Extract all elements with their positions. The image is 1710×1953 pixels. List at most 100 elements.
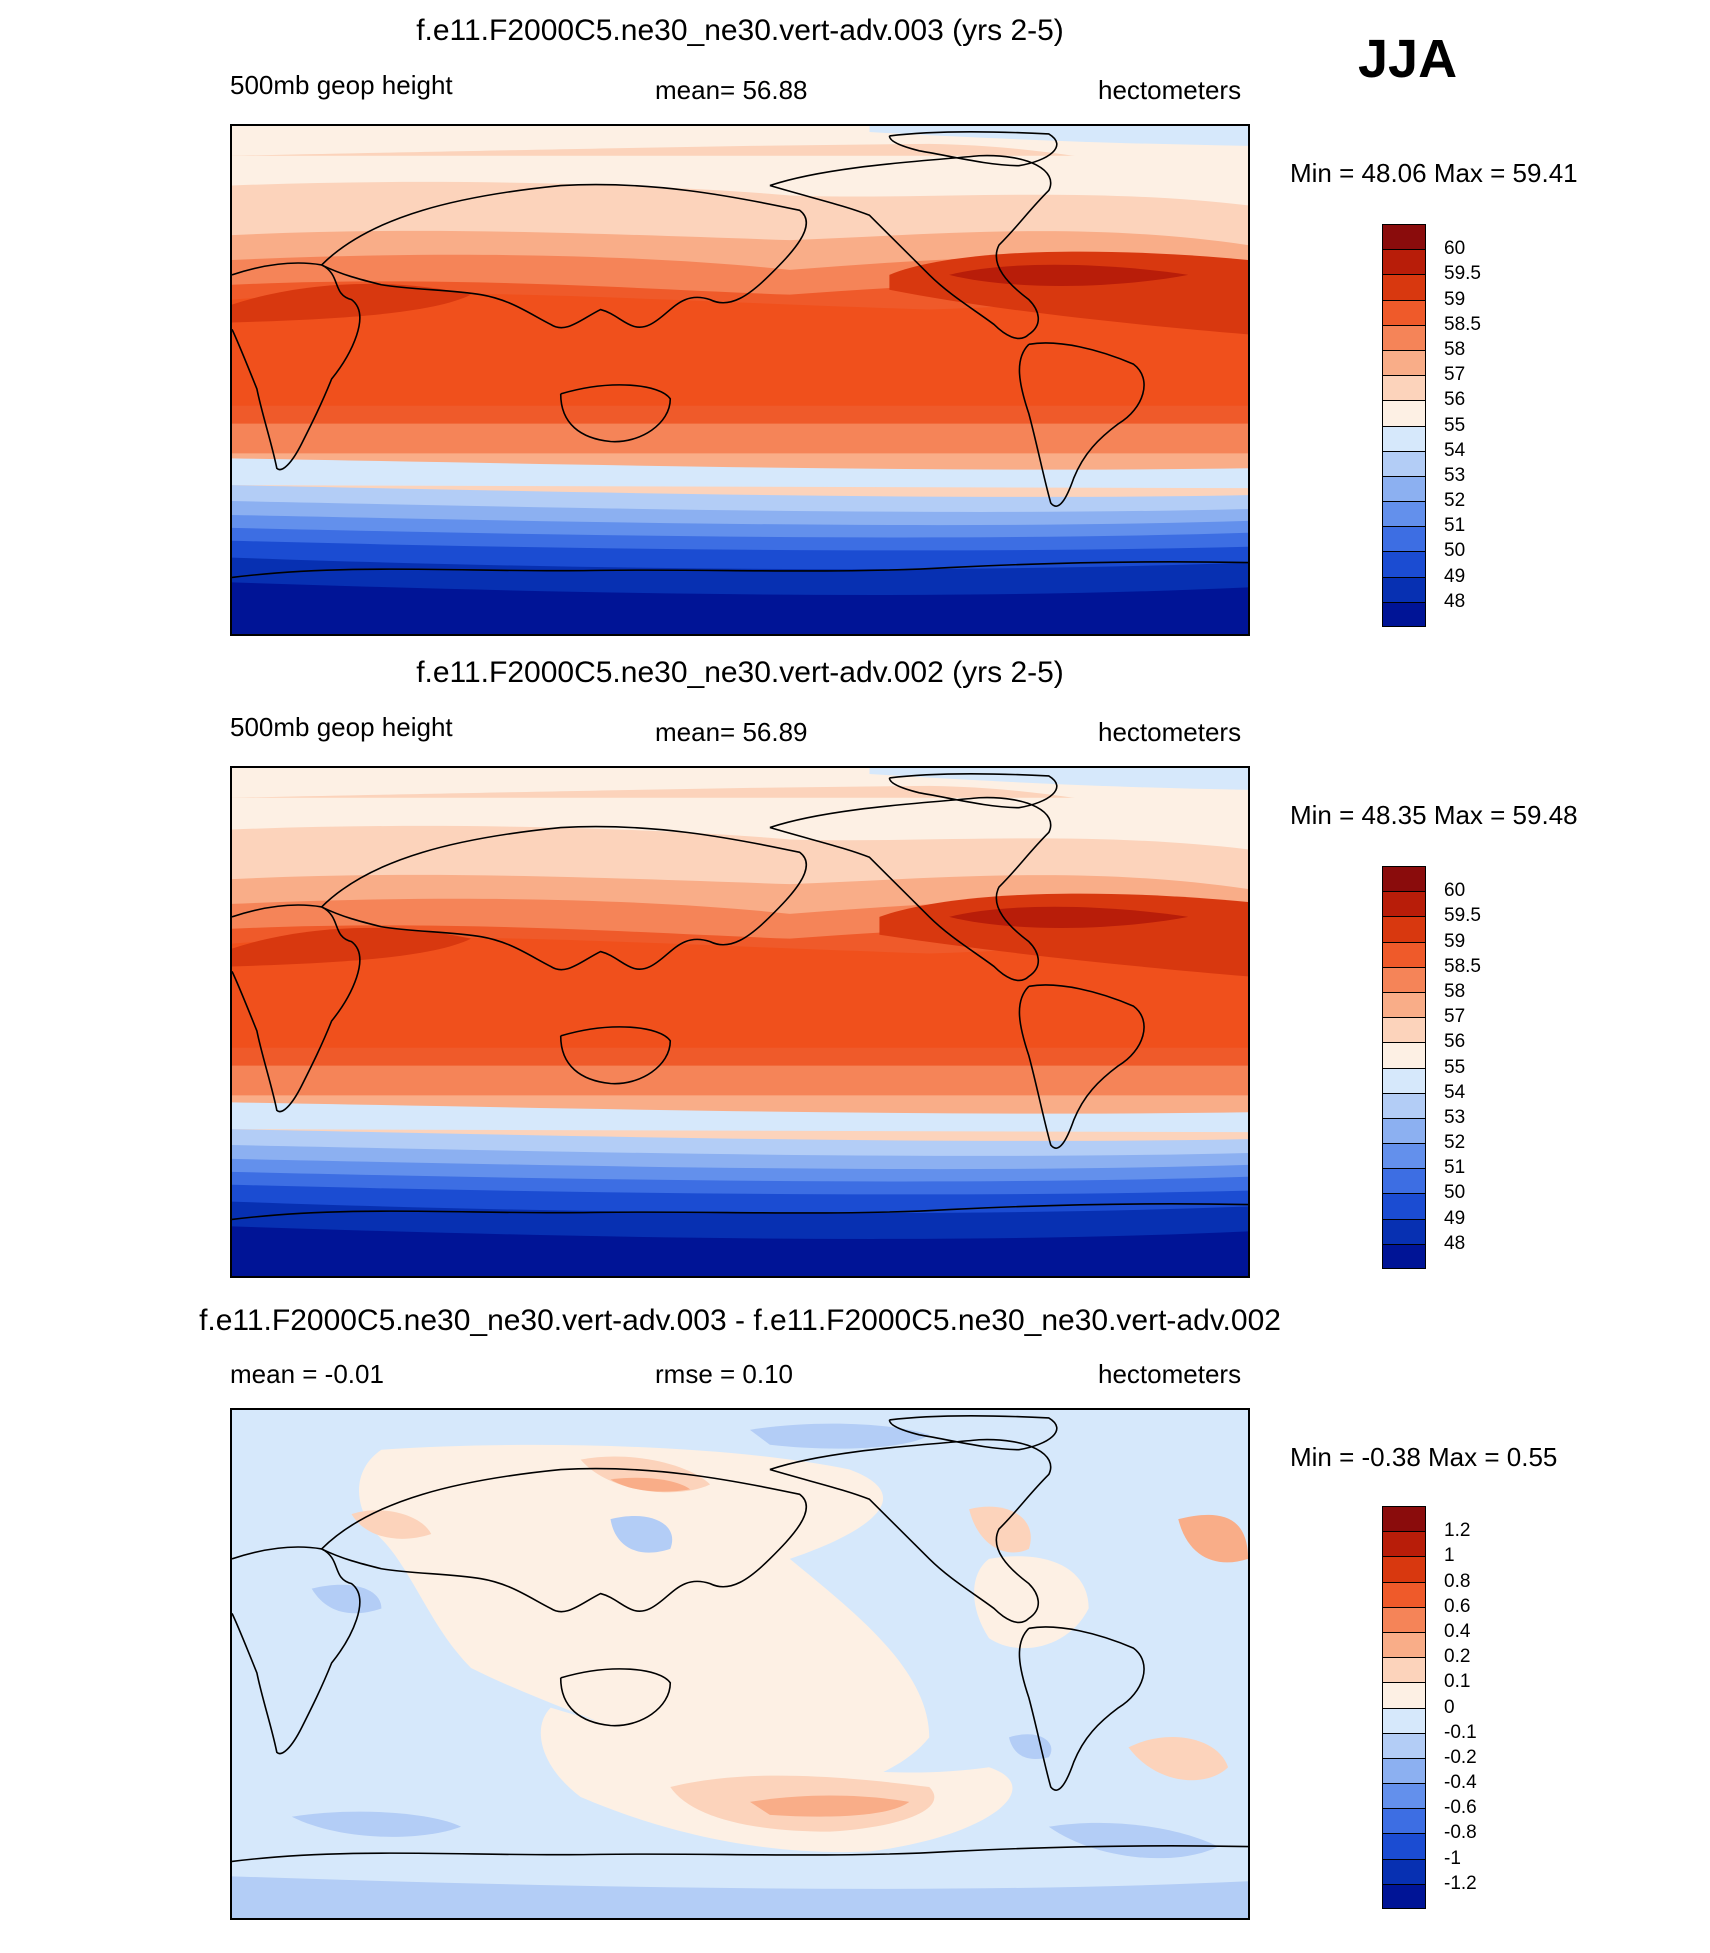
colorbar-swatch bbox=[1383, 1683, 1425, 1709]
colorbar-swatch bbox=[1383, 1093, 1425, 1119]
colorbar-swatch bbox=[1383, 1733, 1425, 1759]
colorbar-swatch bbox=[1383, 1532, 1425, 1558]
colorbar-swatch bbox=[1383, 1708, 1425, 1734]
panel2-mean-label: mean= 56.89 bbox=[655, 717, 808, 747]
colorbar-swatch bbox=[1383, 225, 1425, 251]
colorbar-tick-label: 60 bbox=[1444, 238, 1466, 260]
colorbar-tick-label: 60 bbox=[1444, 880, 1466, 902]
panel3-rmse-label: rmse = 0.10 bbox=[655, 1359, 794, 1389]
colorbar-tick-label: 57 bbox=[1444, 1006, 1466, 1028]
colorbar-swatch bbox=[1383, 325, 1425, 351]
panel1-colorbar-swatches bbox=[1382, 224, 1426, 627]
colorbar-tick-label: 56 bbox=[1444, 1031, 1466, 1053]
panel1-contour-bands bbox=[232, 126, 1248, 634]
panel3-contour-bands bbox=[232, 1410, 1248, 1918]
colorbar-tick-label: 58 bbox=[1444, 980, 1466, 1002]
colorbar-tick-label: 48 bbox=[1444, 1232, 1466, 1254]
panel3-units-label: hectometers bbox=[1098, 1359, 1242, 1389]
colorbar-tick-label: 0 bbox=[1444, 1696, 1455, 1718]
colorbar-swatch bbox=[1383, 1784, 1425, 1810]
colorbar-swatch bbox=[1383, 577, 1425, 603]
colorbar-tick-label: 0.1 bbox=[1444, 1671, 1471, 1693]
colorbar-swatch bbox=[1383, 1632, 1425, 1659]
colorbar-tick-label: -1 bbox=[1444, 1847, 1461, 1869]
panel1-units-label: hectometers bbox=[1098, 75, 1242, 105]
colorbar-tick-label: 0.8 bbox=[1444, 1570, 1471, 1592]
panel2-colorbar-swatches bbox=[1382, 866, 1426, 1269]
colorbar-tick-label: 57 bbox=[1444, 364, 1466, 386]
colorbar-tick-label: 54 bbox=[1444, 439, 1466, 461]
colorbar-swatch bbox=[1383, 250, 1425, 276]
colorbar-swatch bbox=[1383, 867, 1425, 893]
colorbar-swatch bbox=[1383, 602, 1425, 626]
colorbar-tick-label: 49 bbox=[1444, 565, 1466, 587]
panel3-colorbar-swatches bbox=[1382, 1506, 1426, 1909]
colorbar-swatch bbox=[1383, 1219, 1425, 1245]
colorbar-swatch bbox=[1383, 401, 1425, 427]
colorbar-tick-label: 59 bbox=[1444, 930, 1466, 952]
panel2-variable-label: 500mb geop height bbox=[230, 712, 453, 742]
colorbar-tick-label: 55 bbox=[1444, 1056, 1466, 1078]
colorbar-swatch bbox=[1383, 1068, 1425, 1094]
colorbar-swatch bbox=[1383, 892, 1425, 918]
colorbar-tick-label: 53 bbox=[1444, 1106, 1466, 1128]
colorbar-swatch bbox=[1383, 376, 1425, 402]
colorbar-tick-label: 0.6 bbox=[1444, 1595, 1471, 1617]
colorbar-tick-label: -0.8 bbox=[1444, 1822, 1477, 1844]
colorbar-tick-label: 50 bbox=[1444, 1182, 1466, 1204]
panel3-map bbox=[230, 1408, 1250, 1920]
colorbar-swatch bbox=[1383, 552, 1425, 578]
colorbar-swatch bbox=[1383, 992, 1425, 1019]
colorbar-tick-label: 50 bbox=[1444, 540, 1466, 562]
colorbar-tick-label: 58.5 bbox=[1444, 955, 1481, 977]
colorbar-swatch bbox=[1383, 1194, 1425, 1220]
colorbar-swatch bbox=[1383, 1758, 1425, 1785]
colorbar-swatch bbox=[1383, 1507, 1425, 1533]
colorbar-swatch bbox=[1383, 1144, 1425, 1170]
panel3-coastlines bbox=[232, 1415, 1248, 1863]
panel1-minmax-label: Min = 48.06 Max = 59.41 bbox=[1290, 158, 1578, 188]
season-label: JJA bbox=[1358, 29, 1458, 89]
colorbar-tick-label: 59.5 bbox=[1444, 905, 1481, 927]
panel2-title: f.e11.F2000C5.ne30_ne30.vert-adv.002 (yr… bbox=[416, 656, 1064, 689]
colorbar-tick-label: 56 bbox=[1444, 389, 1466, 411]
colorbar-swatch bbox=[1383, 350, 1425, 377]
colorbar-swatch bbox=[1383, 967, 1425, 993]
colorbar-tick-label: -0.1 bbox=[1444, 1721, 1477, 1743]
colorbar-tick-label: 55 bbox=[1444, 414, 1466, 436]
panel2-coastlines bbox=[232, 773, 1248, 1221]
colorbar-tick-label: 51 bbox=[1444, 515, 1466, 537]
colorbar-tick-label: 59 bbox=[1444, 288, 1466, 310]
colorbar-swatch bbox=[1383, 1043, 1425, 1069]
panel3-contour-plot bbox=[232, 1410, 1248, 1918]
colorbar-tick-label: 0.4 bbox=[1444, 1620, 1471, 1642]
colorbar-swatch bbox=[1383, 942, 1425, 968]
colorbar-tick-label: 1.2 bbox=[1444, 1520, 1471, 1542]
colorbar-swatch bbox=[1383, 1607, 1425, 1633]
colorbar-tick-label: 51 bbox=[1444, 1157, 1466, 1179]
colorbar-tick-label: 1 bbox=[1444, 1545, 1455, 1567]
panel1-mean-label: mean= 56.88 bbox=[655, 75, 808, 105]
panel2-units-label: hectometers bbox=[1098, 717, 1242, 747]
colorbar-swatch bbox=[1383, 451, 1425, 477]
panel3-colorbar: 1.2 1 0.8 0.6 0.4 0.2 0.1 0 -0.1 -0.2 -0.4 -0.6 -0.8… bbox=[1382, 1506, 1477, 1909]
colorbar-swatch bbox=[1383, 426, 1425, 452]
colorbar-swatch bbox=[1383, 1834, 1425, 1860]
panel3-minmax-label: Min = -0.38 Max = 0.55 bbox=[1290, 1442, 1558, 1472]
colorbar-tick-label: 0.2 bbox=[1444, 1646, 1471, 1668]
colorbar-swatch bbox=[1383, 1859, 1425, 1885]
colorbar-tick-label: -0.6 bbox=[1444, 1797, 1477, 1819]
colorbar-tick-label: 58.5 bbox=[1444, 313, 1481, 335]
colorbar-swatch bbox=[1383, 917, 1425, 943]
panel1-coastlines bbox=[232, 131, 1248, 579]
colorbar-swatch bbox=[1383, 1884, 1425, 1908]
panel1-variable-label: 500mb geop height bbox=[230, 70, 453, 100]
panel2-contour-bands bbox=[232, 768, 1248, 1276]
colorbar-tick-label: 59.5 bbox=[1444, 263, 1481, 285]
panel2-contour-plot bbox=[232, 768, 1248, 1276]
colorbar-tick-label: 53 bbox=[1444, 464, 1466, 486]
panel1-colorbar: 60 59.5 59 58.5 58 57 56 55 54 53 52 51 50 49 48 bbox=[1382, 224, 1481, 627]
panel3-title: f.e11.F2000C5.ne30_ne30.vert-adv.003 - f… bbox=[199, 1304, 1281, 1337]
colorbar-swatch bbox=[1383, 1809, 1425, 1835]
panel2-map bbox=[230, 766, 1250, 1278]
